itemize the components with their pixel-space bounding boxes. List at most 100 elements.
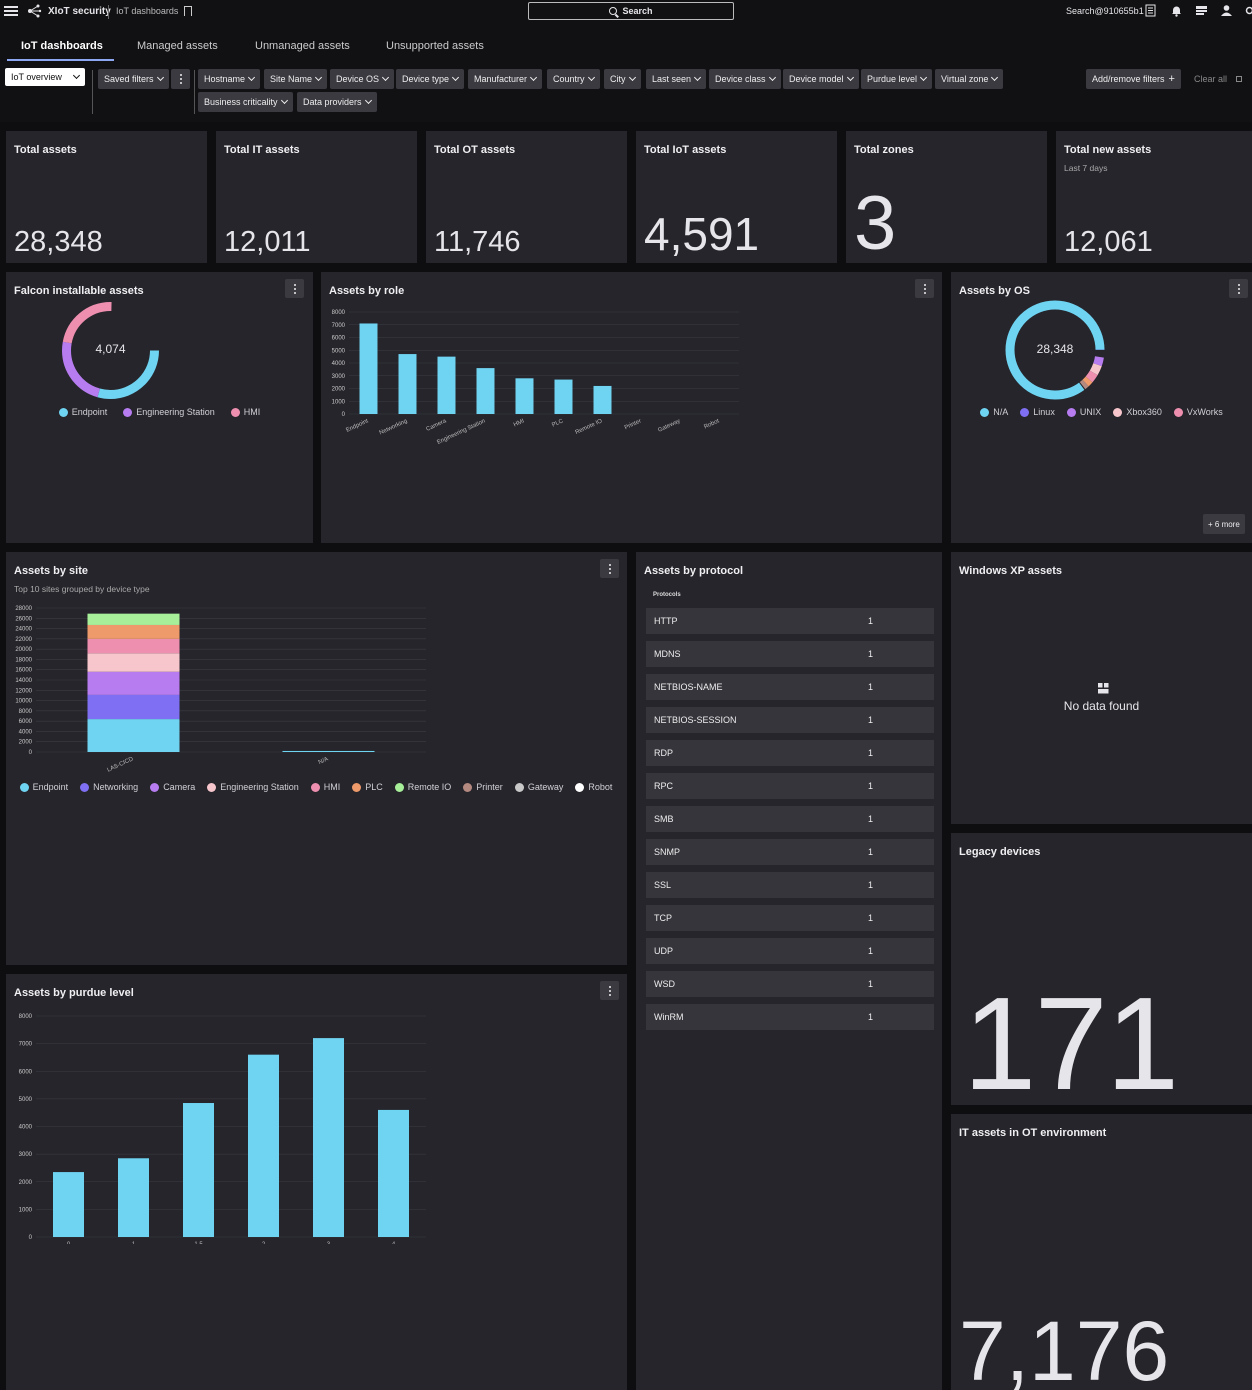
table-row[interactable]: RDP 1	[646, 740, 934, 766]
bar[interactable]	[398, 354, 417, 414]
filter-data-providers-dropdown[interactable]: Data providers	[297, 92, 377, 112]
filter-purdue-level-dropdown[interactable]: Purdue level	[861, 69, 933, 89]
kpi-card-total-iot-assets[interactable]: Total IoT assets 4,591	[636, 131, 837, 263]
table-row[interactable]: SMB 1	[646, 806, 934, 832]
settings-gear-icon[interactable]	[1243, 4, 1252, 17]
bar[interactable]	[593, 385, 612, 414]
filter-business-criticality-dropdown[interactable]: Business criticality	[198, 92, 293, 112]
tab-iot-dashboards[interactable]: IoT dashboards	[21, 40, 103, 52]
filter-country-dropdown[interactable]: Country	[547, 69, 600, 89]
filter-device-model-dropdown[interactable]: Device model	[783, 69, 859, 89]
bar-segment[interactable]	[87, 638, 180, 654]
table-row[interactable]: WSD 1	[646, 971, 934, 997]
bar-segment[interactable]	[87, 719, 180, 752]
kpi-card-total-new-assets[interactable]: Total new assets Last 7 days 12,061	[1056, 131, 1252, 263]
bookmark-icon[interactable]	[184, 6, 192, 16]
table-row[interactable]: HTTP 1	[646, 608, 934, 634]
brand[interactable]: XIoT security	[26, 4, 111, 18]
dashboard-view-select[interactable]: IoT overview	[5, 68, 85, 86]
it-assets-in-ot-card[interactable]: IT assets in OT environment 7,176	[951, 1114, 1252, 1390]
kpi-card-total-zones[interactable]: Total zones 3	[846, 131, 1047, 263]
table-row[interactable]: MDNS 1	[646, 641, 934, 667]
notifications-bell-icon[interactable]	[1170, 4, 1183, 17]
bar[interactable]	[248, 1054, 279, 1237]
legend-item[interactable]: Endpoint	[19, 782, 68, 792]
legend-item[interactable]: Endpoint	[58, 407, 107, 417]
legend-item[interactable]: Xbox360	[1113, 407, 1162, 417]
bar[interactable]	[118, 1158, 149, 1237]
bar[interactable]	[554, 379, 573, 414]
bar-segment[interactable]	[87, 653, 180, 672]
tab-unmanaged-assets[interactable]: Unmanaged assets	[255, 40, 350, 52]
bar-segment[interactable]	[87, 694, 180, 720]
legend-item[interactable]: Printer	[463, 782, 503, 792]
filter-device-os-dropdown[interactable]: Device OS	[330, 69, 395, 89]
filter-hostname-dropdown[interactable]: Hostname	[198, 69, 261, 89]
bar[interactable]	[359, 323, 378, 414]
card-menu-icon[interactable]	[600, 981, 619, 1000]
table-row[interactable]: NETBIOS-SESSION 1	[646, 707, 934, 733]
legend-item[interactable]: Camera	[150, 782, 195, 792]
legacy-devices-card[interactable]: Legacy devices 171	[951, 833, 1252, 1105]
bar[interactable]	[476, 368, 495, 414]
legend-item[interactable]: Engineering Station	[207, 782, 299, 792]
filter-city-dropdown[interactable]: City	[604, 69, 641, 89]
bar[interactable]	[53, 1172, 84, 1237]
breadcrumb[interactable]: IoT dashboards	[116, 6, 179, 16]
kpi-card-total-assets[interactable]: Total assets 28,348	[6, 131, 207, 263]
search-button[interactable]: Search	[528, 2, 734, 20]
bar[interactable]	[183, 1103, 214, 1237]
saved-filters-dropdown[interactable]: Saved filters	[98, 69, 169, 89]
hamburger-menu-icon[interactable]	[4, 4, 18, 18]
bar-segment[interactable]	[87, 671, 180, 695]
show-more-os-button[interactable]: + 6 more	[1203, 514, 1245, 534]
clear-all-button[interactable]: Clear all	[1194, 74, 1242, 84]
table-row[interactable]: UDP 1	[646, 938, 934, 964]
legend-item[interactable]: Remote IO	[394, 782, 451, 792]
bar-segment[interactable]	[282, 750, 375, 752]
legend-item[interactable]: Linux	[1020, 407, 1055, 417]
table-row[interactable]: SSL 1	[646, 872, 934, 898]
card-menu-icon[interactable]	[600, 559, 619, 578]
legend-item[interactable]: UNIX	[1066, 407, 1101, 417]
bar-segment[interactable]	[87, 624, 180, 639]
user-profile-icon[interactable]	[1220, 4, 1233, 17]
legend-item[interactable]: Robot	[575, 782, 612, 792]
bar-segment[interactable]	[87, 613, 180, 625]
add-remove-filters-button[interactable]: Add/remove filters +	[1086, 69, 1181, 89]
bar[interactable]	[313, 1038, 344, 1237]
bar[interactable]	[437, 356, 456, 414]
user-account-label[interactable]: Search@910655b1	[1066, 6, 1144, 16]
messages-icon[interactable]	[1195, 4, 1208, 17]
tab-managed-assets[interactable]: Managed assets	[137, 40, 218, 52]
legend-item[interactable]: HMI	[310, 782, 340, 792]
filter-site-name-dropdown[interactable]: Site Name	[264, 69, 328, 89]
table-row[interactable]: WinRM 1	[646, 1004, 934, 1030]
card-menu-icon[interactable]	[285, 279, 304, 298]
table-row[interactable]: RPC 1	[646, 773, 934, 799]
tab-unsupported-assets[interactable]: Unsupported assets	[386, 40, 484, 52]
legend-item[interactable]: Networking	[80, 782, 138, 792]
documents-icon[interactable]	[1144, 4, 1157, 17]
filter-manufacturer-dropdown[interactable]: Manufacturer	[468, 69, 543, 89]
bar[interactable]	[378, 1109, 409, 1237]
filter-last-seen-dropdown[interactable]: Last seen	[646, 69, 707, 89]
bar[interactable]	[515, 378, 534, 414]
kpi-card-total-it-assets[interactable]: Total IT assets 12,011	[216, 131, 417, 263]
card-menu-icon[interactable]	[1229, 279, 1248, 298]
card-menu-icon[interactable]	[915, 279, 934, 298]
table-row[interactable]: TCP 1	[646, 905, 934, 931]
legend-item[interactable]: Gateway	[514, 782, 563, 792]
legend-item[interactable]: HMI	[230, 407, 260, 417]
legend-item[interactable]: Engineering Station	[123, 407, 215, 417]
legend-item[interactable]: N/A	[980, 407, 1008, 417]
filter-virtual-zone-dropdown[interactable]: Virtual zone	[935, 69, 1004, 89]
filter-device-type-dropdown[interactable]: Device type	[396, 69, 465, 89]
table-row[interactable]: NETBIOS-NAME 1	[646, 674, 934, 700]
table-row[interactable]: SNMP 1	[646, 839, 934, 865]
kpi-card-total-ot-assets[interactable]: Total OT assets 11,746	[426, 131, 627, 263]
filter-more-options-icon[interactable]	[171, 69, 190, 89]
filter-device-class-dropdown[interactable]: Device class	[709, 69, 781, 89]
legend-item[interactable]: VxWorks	[1173, 407, 1223, 417]
legend-item[interactable]: PLC	[352, 782, 383, 792]
